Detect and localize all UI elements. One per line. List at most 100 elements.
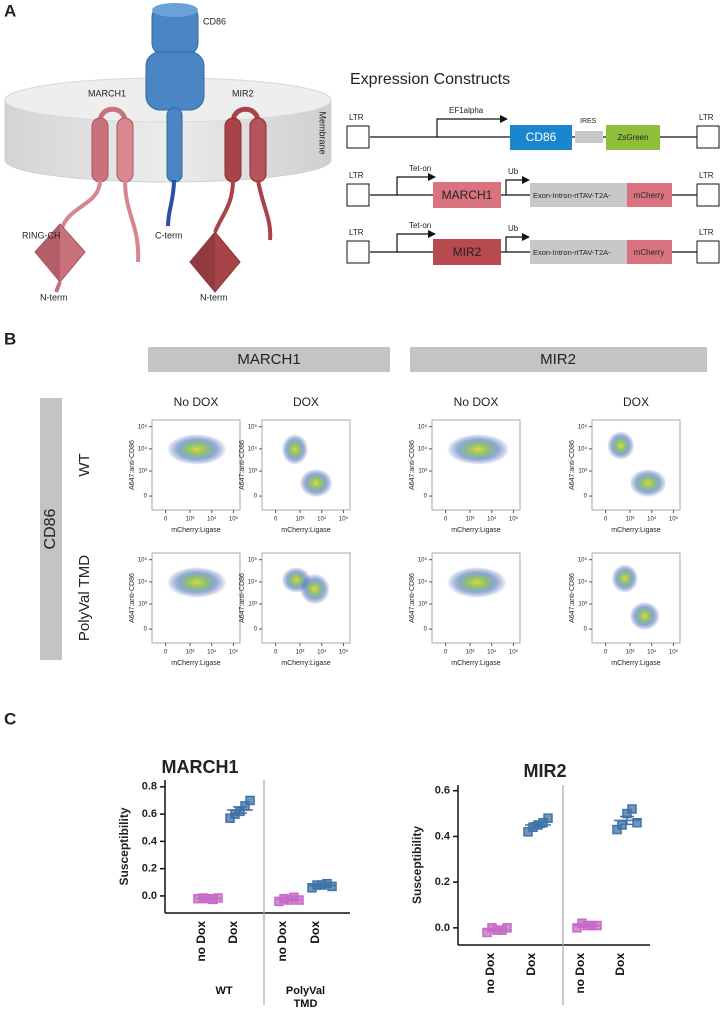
y-tick-label: 0 (144, 627, 148, 633)
x-axis-label: mCherry:Ligase (611, 660, 661, 667)
cell-population (167, 434, 227, 465)
ltr-box (346, 240, 370, 264)
y-tick-label: 10⁵ (138, 556, 148, 563)
ltr-label: LTR (349, 113, 364, 122)
y-tick-label: 0.2 (142, 863, 157, 875)
y-tick-label: 10⁵ (418, 556, 428, 563)
panel-label: A (4, 1, 16, 20)
gene-box (510, 125, 572, 150)
x-tick-label: 10⁴ (317, 649, 327, 656)
y-axis-label: Susceptibility (410, 826, 424, 904)
cell-population (299, 573, 330, 605)
cell-population (447, 434, 509, 465)
x-tick-label: 10³ (186, 517, 195, 523)
error-bar (233, 806, 247, 814)
x-tick-label: 10³ (186, 650, 195, 656)
x-tick-label: Dox (524, 953, 538, 976)
x-tick-label: Dox (308, 921, 322, 944)
x-tick-label: Dox (613, 953, 627, 976)
error-bar (490, 928, 504, 932)
y-tick-label: 0 (254, 627, 258, 633)
x-tick-label: 10⁵ (229, 649, 239, 656)
y-tick-label: 10⁴ (578, 578, 588, 585)
cell-population (629, 602, 660, 630)
terminus-label: N-term (40, 292, 68, 302)
construct-maps: LTR LTR EF1alpha CD86 IRES ZsGreen LTR LTR Tet-o… (346, 106, 720, 265)
reporter-label: mCherry (634, 191, 665, 200)
cell-population (629, 469, 667, 497)
plot-frame (591, 552, 681, 644)
x-tick-label: 0 (164, 517, 168, 523)
y-tick-label: 10⁵ (248, 423, 258, 430)
row-label: WT (76, 453, 93, 476)
condition-label: No DOX (174, 395, 219, 409)
y-tick-label: 10⁴ (578, 445, 588, 452)
ligand-header: MIR2 (540, 351, 576, 368)
gene-label: MARCH1 (442, 188, 493, 202)
reporter-box (627, 183, 672, 207)
ub-arrow (505, 236, 522, 252)
y-axis-label: Susceptibility (117, 807, 131, 885)
data-point (327, 881, 337, 892)
error-bar (531, 821, 545, 829)
y-tick-label: 0 (424, 627, 428, 633)
y-tick-label: 0.0 (142, 890, 157, 902)
x-axis-label: mCherry:Ligase (611, 527, 661, 534)
x-tick-label: 10⁴ (647, 649, 657, 656)
ub-label: Ub (508, 167, 519, 176)
ltr-box (346, 183, 370, 207)
ub-arrow (505, 179, 522, 195)
cell-population (607, 431, 635, 460)
x-axis-label: mCherry:Ligase (171, 660, 221, 667)
data-point (543, 813, 553, 823)
plot-frame (151, 552, 241, 644)
ires-label: IRES (580, 118, 597, 125)
promoter-label: Tet-on (409, 221, 431, 230)
gene-box (433, 182, 501, 208)
x-tick-label: 10³ (466, 517, 475, 523)
y-axis-label: A647:anti-CD86 (129, 573, 136, 623)
y-tick-label: 10³ (418, 469, 427, 475)
data-point (502, 923, 512, 933)
y-tick-label: 10³ (418, 602, 427, 608)
error-bar (315, 884, 329, 888)
y-tick-label: 0.2 (435, 876, 450, 888)
y-tick-label: 10³ (248, 602, 257, 608)
y-tick-label: 0.0 (435, 922, 450, 934)
y-tick-label: 10⁴ (418, 578, 428, 585)
y-axis-label: A647:anti-CD86 (569, 440, 576, 490)
gene-box (433, 239, 501, 265)
plot-frame (431, 552, 521, 644)
reporter-box (627, 240, 672, 264)
chart-title: MIR2 (523, 761, 566, 781)
y-tick-label: 10⁴ (138, 445, 148, 452)
side-bar (40, 398, 62, 660)
protein-label: MIR2 (232, 88, 254, 98)
x-tick-label: 0 (604, 650, 608, 656)
y-tick-label: 10³ (138, 602, 147, 608)
x-tick-label: no Dox (275, 921, 289, 962)
cell-population (611, 564, 638, 593)
x-tick-label: 0 (274, 650, 278, 656)
terminus-label: C-term (155, 230, 183, 240)
x-tick-label: Dox (226, 921, 240, 944)
x-tick-label: 10⁵ (509, 516, 519, 523)
promoter-arrow (396, 233, 428, 252)
y-tick-label: 10⁴ (248, 578, 258, 585)
cell-population (447, 567, 507, 598)
ligand-header: MARCH1 (237, 351, 300, 368)
ires-box (575, 131, 603, 143)
condition-label: DOX (623, 395, 649, 409)
x-tick-label: 10⁵ (339, 516, 349, 523)
plot-frame (151, 419, 241, 511)
x-tick-label: 10⁴ (207, 649, 217, 656)
condition-label: DOX (293, 395, 319, 409)
x-tick-label: 10⁵ (669, 516, 679, 523)
y-tick-label: 0.4 (435, 830, 451, 842)
gene-label: MIR2 (453, 245, 482, 259)
x-tick-label: 10⁴ (487, 516, 497, 523)
y-tick-label: 10⁵ (138, 423, 148, 430)
data-point (627, 804, 637, 814)
plot-frame (431, 419, 521, 511)
